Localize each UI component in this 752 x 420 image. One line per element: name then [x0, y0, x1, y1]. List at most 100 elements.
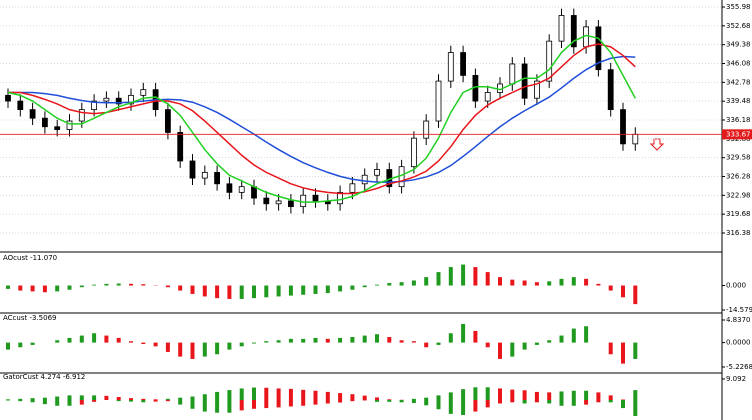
- gator-bar: [141, 398, 146, 400]
- gator-bar: [436, 400, 441, 410]
- histogram-bar: [424, 277, 429, 286]
- histogram-bar: [375, 334, 379, 343]
- histogram-bar: [92, 284, 97, 286]
- gator-bar: [534, 400, 539, 403]
- histogram-bar: [325, 285, 330, 294]
- gator-bar: [104, 395, 109, 400]
- candle-body: [17, 100, 24, 111]
- histogram-bar: [473, 330, 478, 343]
- candle-body: [374, 169, 380, 176]
- candle-body: [177, 132, 184, 162]
- gator-bar: [547, 400, 552, 404]
- gator-bar: [129, 398, 133, 400]
- histogram-bar: [571, 328, 576, 343]
- y-tick-label: 0.000: [726, 282, 746, 290]
- gator-bar: [362, 395, 367, 400]
- histogram-bar: [338, 337, 343, 343]
- candle-body: [251, 186, 257, 199]
- histogram-bar: [129, 341, 133, 343]
- candle-body: [42, 117, 48, 128]
- gator-bar: [387, 400, 392, 402]
- histogram-bar: [362, 335, 367, 343]
- candle-body: [189, 160, 196, 179]
- candle-body: [29, 109, 36, 119]
- gator-bar: [498, 400, 502, 404]
- gator-bar: [227, 400, 232, 413]
- candle-body: [607, 69, 614, 111]
- histogram-bar: [498, 342, 502, 359]
- indicator-line: [8, 55, 636, 183]
- candle-body: [337, 191, 344, 205]
- gator-bar: [596, 400, 601, 403]
- gator-bar: [153, 400, 158, 402]
- histogram-bar: [239, 342, 244, 347]
- candle-body: [103, 97, 110, 102]
- histogram-bar: [621, 342, 625, 364]
- histogram-bar: [301, 285, 306, 295]
- candle-body: [460, 52, 467, 76]
- y-tick-label: -14.579: [726, 306, 752, 314]
- candle-body: [78, 109, 85, 122]
- histogram-bar: [461, 264, 466, 286]
- histogram-bar: [436, 272, 441, 286]
- candle-body: [275, 200, 282, 205]
- histogram-bar: [202, 285, 207, 297]
- candle-body: [447, 52, 454, 82]
- histogram-bar: [165, 342, 170, 352]
- gator-bar: [264, 387, 269, 400]
- histogram-bar: [596, 283, 601, 286]
- gator-bar: [596, 392, 601, 400]
- histogram-bar: [30, 342, 35, 345]
- candle-body: [349, 183, 356, 193]
- gator-bar: [510, 400, 515, 403]
- gator-bar: [608, 400, 613, 403]
- gator-bar: [153, 399, 158, 400]
- gator-bar: [522, 400, 527, 404]
- gator-bar: [448, 400, 453, 414]
- gator-bar: [325, 391, 330, 400]
- gator-bar: [375, 400, 379, 402]
- histogram-bar: [633, 285, 638, 305]
- y-tick-label: 9.092: [726, 375, 746, 383]
- gator-bar: [18, 398, 23, 400]
- histogram-bar: [411, 341, 416, 343]
- histogram-bar: [55, 285, 60, 292]
- histogram-bar: [338, 285, 343, 292]
- histogram-bar: [522, 342, 527, 350]
- histogram-bar: [116, 283, 121, 286]
- gator-bar: [30, 398, 35, 400]
- y-tick-label: 322.98: [726, 191, 751, 199]
- histogram-bar: [350, 285, 355, 290]
- gator-bar: [621, 400, 625, 409]
- gator-bar: [30, 400, 35, 403]
- gator-bar: [547, 392, 552, 400]
- gator-bar: [42, 397, 47, 400]
- histogram-bar: [448, 333, 453, 343]
- gator-bar: [424, 397, 429, 400]
- gator-bar: [276, 388, 281, 400]
- histogram-bar: [30, 285, 35, 292]
- histogram-bar: [67, 337, 72, 343]
- y-tick-label: 336.18: [726, 116, 751, 124]
- histogram-bar: [227, 285, 232, 299]
- histogram-bar: [436, 342, 441, 345]
- gator-bar: [6, 399, 10, 400]
- gator-bar: [239, 388, 244, 400]
- histogram-bar: [18, 342, 23, 348]
- histogram-bar: [79, 285, 84, 288]
- histogram-bar: [571, 277, 576, 286]
- gator-bar: [264, 400, 269, 409]
- candle-body: [509, 63, 516, 85]
- gator-bar: [276, 400, 281, 408]
- histogram-bar: [67, 285, 72, 290]
- candle-body: [164, 109, 171, 133]
- histogram-bar: [498, 277, 502, 286]
- histogram-bar: [424, 342, 429, 348]
- indicator-line: [8, 43, 636, 195]
- histogram-bar: [276, 285, 281, 297]
- histogram-bar: [288, 338, 293, 343]
- histogram-bar: [264, 285, 269, 298]
- current-price-box: [722, 129, 752, 140]
- histogram-bar: [313, 337, 318, 343]
- histogram-bar: [473, 267, 478, 286]
